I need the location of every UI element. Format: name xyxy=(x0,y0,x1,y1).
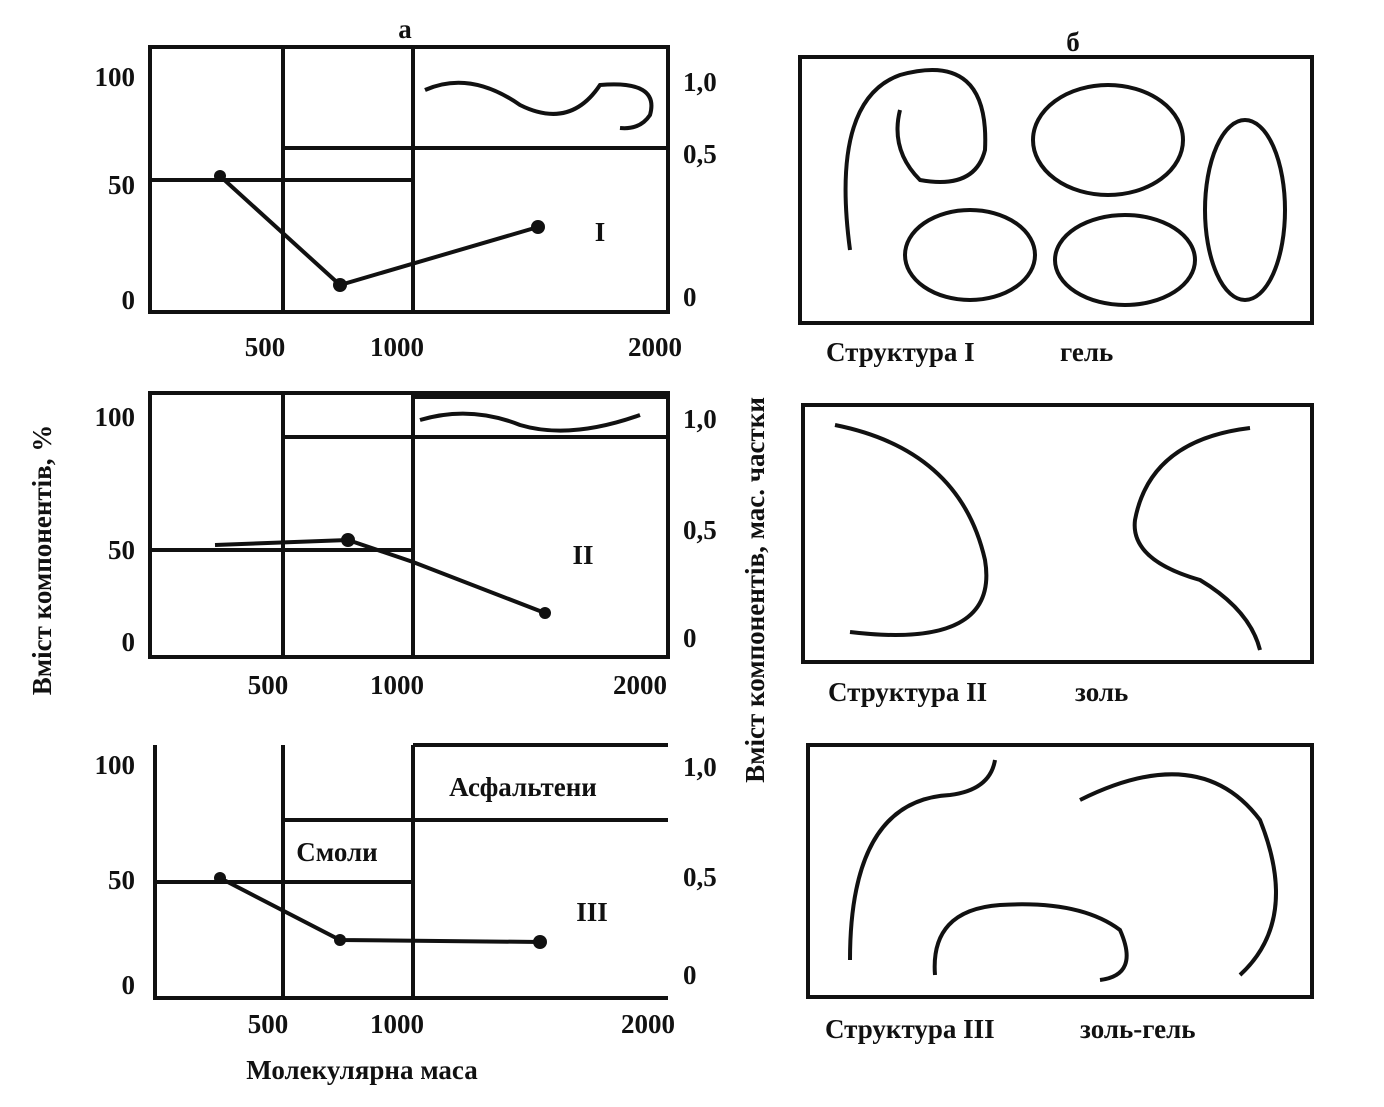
plot-number: I xyxy=(595,217,606,247)
y2-tick-label: 0 xyxy=(683,623,697,653)
y2-tick-label: 0,5 xyxy=(683,139,717,169)
y2-tick-label: 0 xyxy=(683,960,697,990)
y2-tick-label: 0,5 xyxy=(683,515,717,545)
x-tick-label: 1000 xyxy=(370,332,424,362)
y2-tick-label: 1,0 xyxy=(683,67,717,97)
plot-shapes xyxy=(148,45,670,1000)
structure-name: Структура III xyxy=(825,1014,995,1044)
y-axis-title: Вміст компонентів, % xyxy=(27,425,57,695)
structure-shapes xyxy=(798,55,1314,999)
y-tick-label: 0 xyxy=(122,970,136,1000)
x-tick-label: 2000 xyxy=(628,332,682,362)
x-tick-label: 2000 xyxy=(613,670,667,700)
x-tick-label: 500 xyxy=(245,332,286,362)
plot-number: II xyxy=(572,540,593,570)
structure-state: золь xyxy=(1075,677,1128,707)
x-tick-label: 1000 xyxy=(370,670,424,700)
structure-name: Структура II xyxy=(828,677,987,707)
y2-axis-title: Вміст компонентів, мас. частки xyxy=(740,397,770,783)
y-tick-label: 100 xyxy=(95,750,136,780)
y-tick-label: 50 xyxy=(108,865,135,895)
x-tick-label: 500 xyxy=(248,1009,289,1039)
y2-tick-label: 0,5 xyxy=(683,862,717,892)
structure-name: Структура I xyxy=(826,337,975,367)
panel-label: а xyxy=(398,14,412,44)
annotation: Смоли xyxy=(296,837,377,867)
y-tick-label: 50 xyxy=(108,170,135,200)
structure-state: гель xyxy=(1060,337,1113,367)
y-tick-label: 0 xyxy=(122,627,136,657)
line-markers xyxy=(214,170,551,949)
y2-tick-label: 1,0 xyxy=(683,404,717,434)
y-tick-label: 0 xyxy=(122,285,136,315)
panel-label: б xyxy=(1066,27,1080,57)
y-tick-label: 100 xyxy=(95,402,136,432)
structure-state: золь-гель xyxy=(1080,1014,1196,1044)
plot-number: III xyxy=(576,897,608,927)
y2-tick-label: 0 xyxy=(683,282,697,312)
annotation: Асфальтени xyxy=(449,772,597,802)
y2-tick-label: 1,0 xyxy=(683,752,717,782)
x-tick-label: 2000 xyxy=(621,1009,675,1039)
x-axis-title: Молекулярна маса xyxy=(246,1055,478,1085)
x-tick-label: 500 xyxy=(248,670,289,700)
x-tick-label: 1000 xyxy=(370,1009,424,1039)
y-tick-label: 100 xyxy=(95,62,136,92)
y-tick-label: 50 xyxy=(108,535,135,565)
